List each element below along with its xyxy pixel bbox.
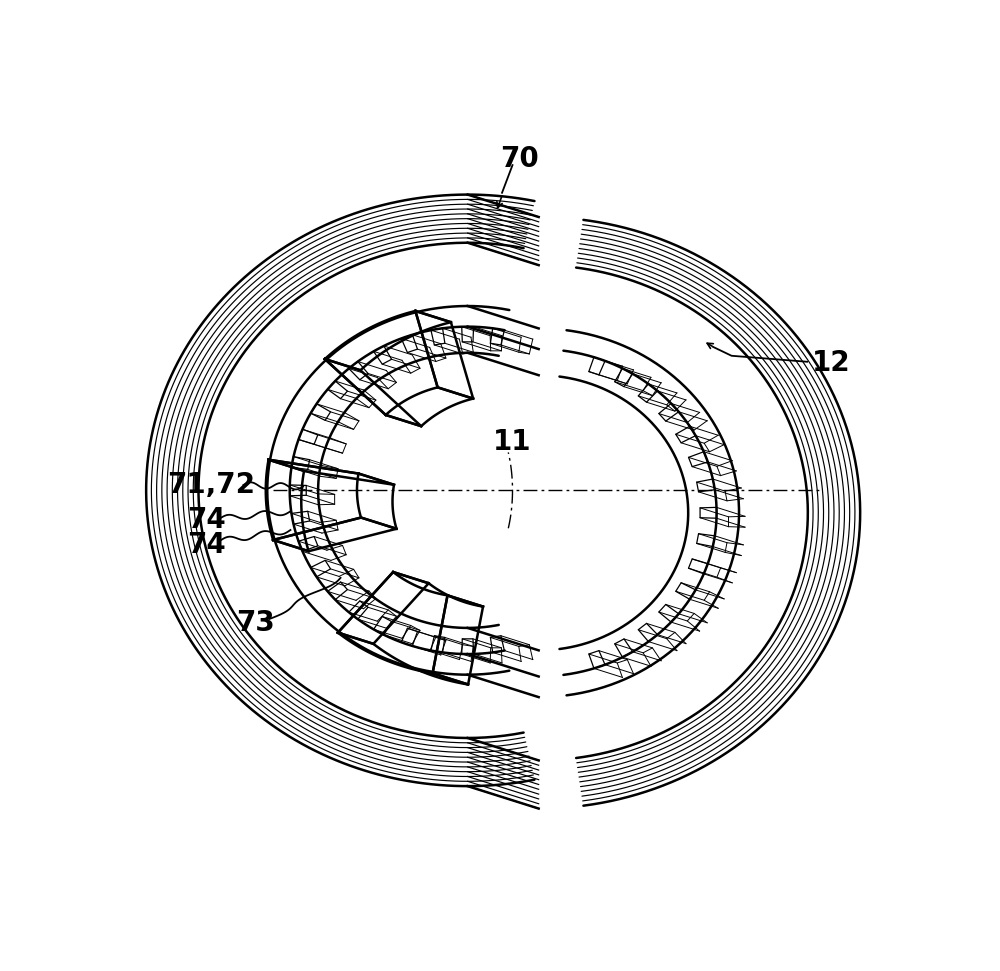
Text: 73: 73 — [236, 610, 275, 637]
Text: 11: 11 — [493, 428, 532, 455]
Text: 74: 74 — [187, 506, 226, 534]
Text: 70: 70 — [501, 145, 539, 173]
Text: 12: 12 — [812, 350, 850, 378]
Text: 71,72: 71,72 — [167, 471, 255, 499]
Text: 74: 74 — [187, 531, 226, 559]
